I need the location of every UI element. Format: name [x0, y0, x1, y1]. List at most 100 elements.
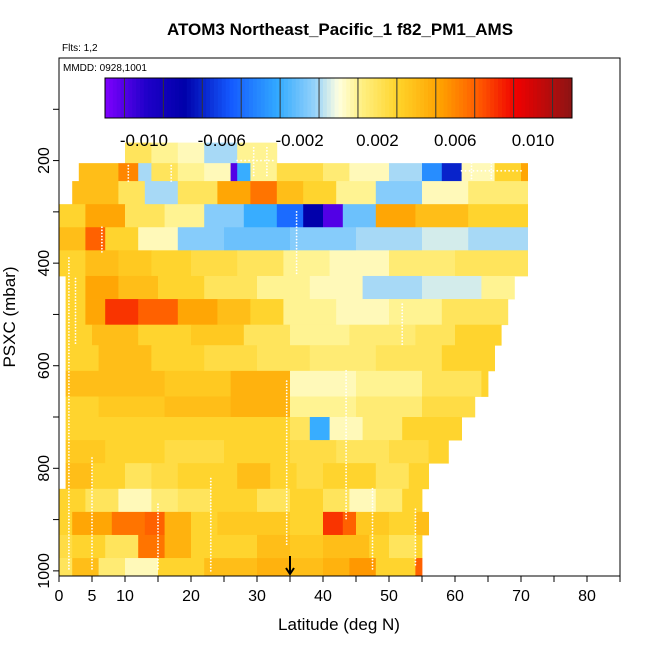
heatmap-cell	[85, 250, 119, 277]
measurement-point	[345, 440, 347, 443]
measurement-point	[68, 490, 70, 493]
measurement-point	[91, 558, 93, 561]
measurement-point	[285, 481, 288, 484]
heatmap-cell	[164, 396, 231, 418]
heatmap-cell	[125, 204, 165, 228]
measurement-point	[91, 564, 93, 567]
measurement-point	[74, 320, 77, 323]
measurement-point	[490, 168, 493, 171]
heatmap-cell	[105, 534, 139, 559]
measurement-point	[209, 569, 212, 572]
measurement-point	[285, 478, 288, 481]
measurement-point	[295, 235, 298, 238]
measurement-point	[414, 533, 417, 535]
date-note: MMDD: 0928,1001	[63, 63, 147, 74]
colorbar-swatch	[147, 78, 153, 118]
measurement-point	[74, 280, 77, 283]
heatmap-cell	[72, 534, 106, 559]
measurement-point	[91, 561, 93, 564]
heatmap-cell	[356, 396, 423, 418]
measurement-point	[68, 346, 70, 349]
heatmap-cell	[309, 417, 330, 441]
measurement-point	[285, 540, 288, 543]
heatmap-cell	[415, 204, 469, 228]
heatmap-cell	[342, 204, 377, 228]
colorbar-swatch	[486, 78, 491, 118]
measurement-point	[345, 477, 347, 480]
heatmap-cell	[283, 299, 337, 326]
measurement-point	[345, 449, 347, 452]
colorbar-swatch	[108, 78, 114, 118]
measurement-point	[295, 220, 298, 222]
measurement-point	[68, 340, 70, 343]
heatmap-cell	[92, 463, 126, 490]
measurement-point	[371, 552, 374, 555]
colorbar: -0.010 -0.006 -0.002 0.002 0.006 0.010	[104, 77, 573, 150]
heatmap-cell	[441, 345, 495, 372]
measurement-point	[209, 496, 212, 498]
heatmap-cell	[389, 440, 429, 464]
measurement-point	[170, 174, 173, 176]
colorbar-swatch	[482, 78, 487, 118]
measurement-point	[285, 512, 288, 515]
measurement-point	[414, 554, 417, 557]
heatmap-cell	[389, 250, 456, 277]
heatmap-cell	[402, 417, 462, 441]
measurement-point	[127, 177, 130, 179]
measurement-point	[68, 494, 70, 496]
measurement-point	[209, 536, 212, 538]
heatmap-cell	[59, 250, 86, 277]
measurement-point	[68, 463, 70, 466]
measurement-point	[285, 543, 288, 546]
measurement-point	[401, 312, 404, 315]
heatmap-cell	[85, 488, 119, 513]
colorbar-swatch	[303, 78, 308, 118]
measurement-point	[68, 423, 70, 426]
colorbar-swatch	[295, 78, 301, 118]
measurement-point	[371, 524, 374, 527]
measurement-point	[345, 394, 347, 397]
measurement-point	[170, 167, 173, 170]
heatmap-cell	[468, 181, 528, 205]
colorbar-swatch	[120, 78, 125, 118]
measurement-point	[492, 169, 495, 172]
measurement-point	[401, 343, 404, 346]
x-tick-label: 20	[182, 588, 200, 605]
measurement-point	[266, 156, 268, 158]
colorbar-swatch	[474, 78, 480, 118]
colorbar-swatch	[346, 78, 351, 118]
measurement-point	[68, 414, 70, 416]
colorbar-swatch	[284, 78, 289, 118]
colorbar-swatch	[311, 78, 316, 118]
colorbar-swatch	[338, 78, 343, 118]
measurement-point	[91, 490, 93, 493]
colorbar-swatch	[116, 78, 122, 118]
colorbar-swatch	[357, 78, 363, 118]
colorbar-swatch	[466, 78, 472, 118]
measurement-point	[68, 407, 70, 410]
measurement-point	[252, 174, 255, 177]
heatmap-cell	[65, 417, 99, 441]
measurement-point	[68, 515, 70, 518]
measurement-point	[68, 552, 70, 555]
colorbar-tick-label: 0.002	[356, 131, 399, 150]
measurement-point	[285, 407, 288, 410]
colorbar-swatch	[408, 78, 413, 118]
colorbar-tick-label: -0.006	[198, 131, 246, 150]
colorbar-swatch	[435, 78, 441, 118]
measurement-point	[470, 174, 473, 177]
measurement-point	[285, 386, 288, 389]
colorbar-swatch	[206, 78, 211, 118]
colorbar-dividers	[123, 78, 554, 118]
colorbar-swatch	[342, 78, 347, 118]
heatmap-cell	[204, 275, 258, 300]
measurement-point	[285, 475, 288, 478]
measurement-point	[68, 512, 70, 515]
heatmap-cell	[349, 488, 377, 513]
measurement-point	[157, 527, 159, 530]
measurement-point	[266, 149, 268, 152]
heatmap-cell	[455, 250, 528, 277]
measurement-point	[68, 487, 70, 490]
colorbar-swatch	[568, 78, 573, 118]
measurement-point	[295, 263, 298, 266]
